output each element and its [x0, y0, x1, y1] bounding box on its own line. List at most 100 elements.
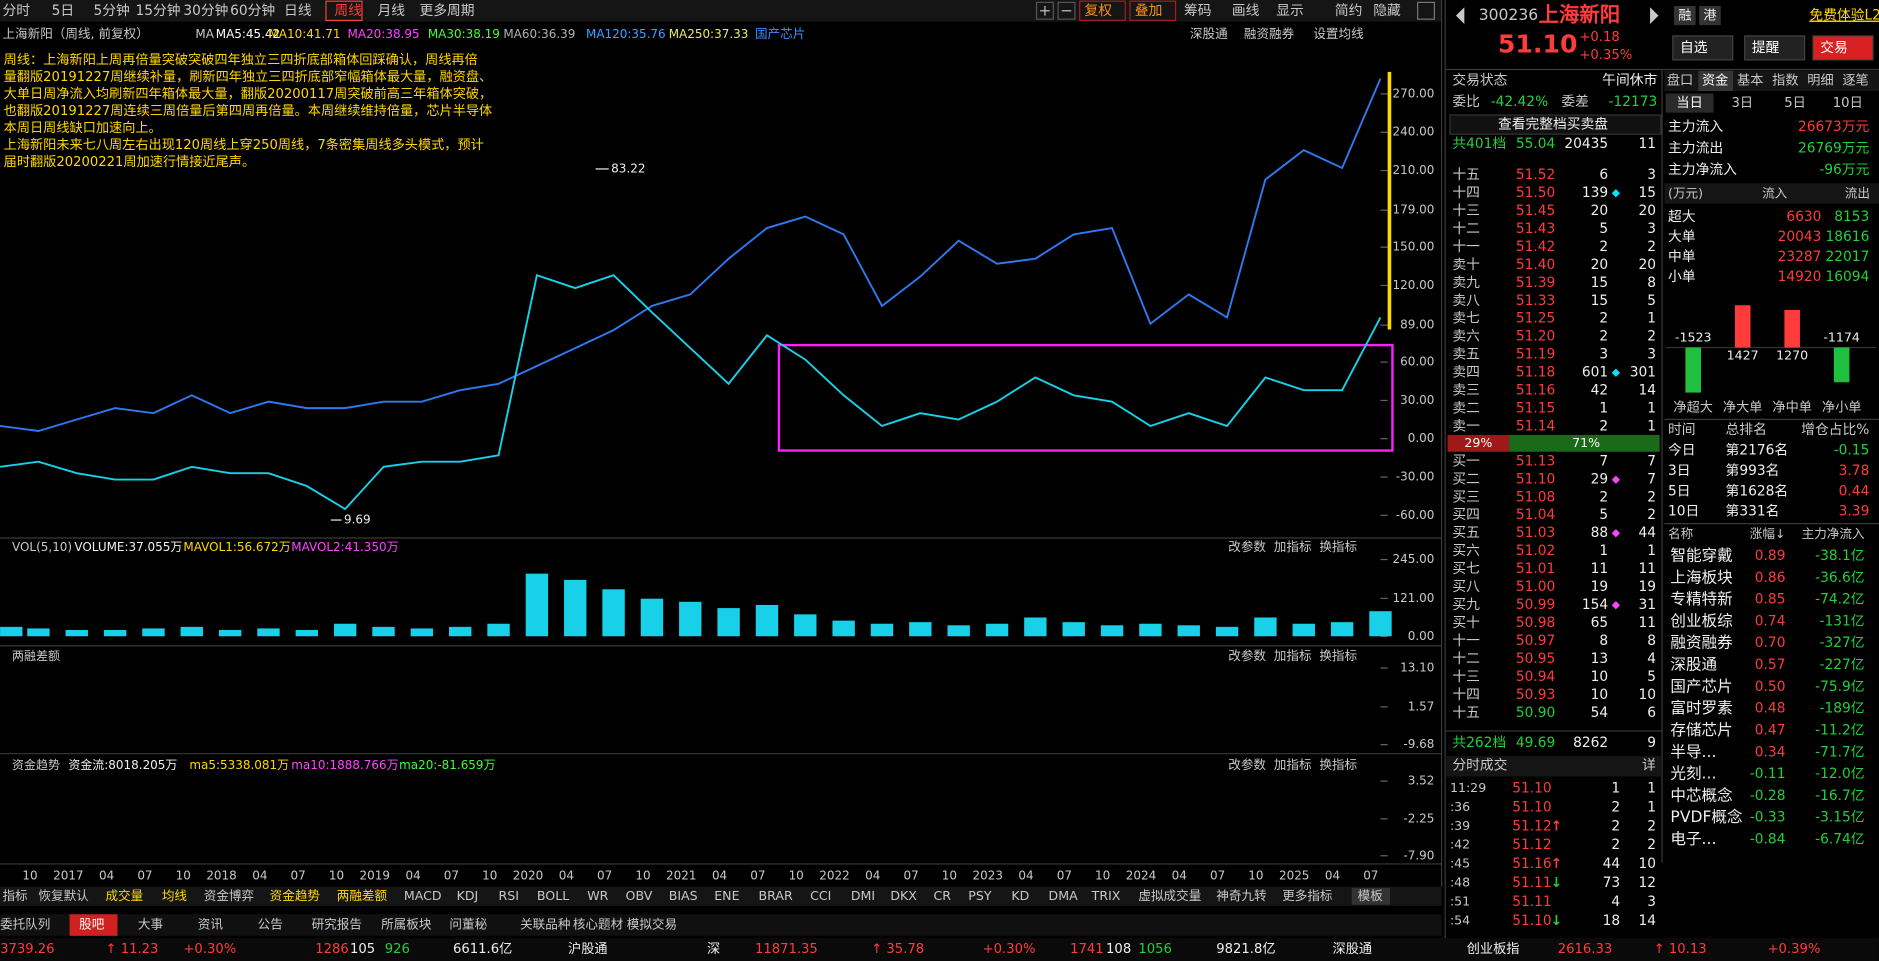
- indicator-tab[interactable]: CR: [934, 888, 952, 903]
- legend-link[interactable]: 融资融券: [1244, 26, 1295, 41]
- indicator-tab[interactable]: PSY: [968, 888, 992, 903]
- tool-button[interactable]: 简约: [1335, 2, 1363, 19]
- indicator-tab[interactable]: 神奇九转: [1216, 888, 1267, 903]
- flow-period[interactable]: 3日: [1732, 96, 1754, 111]
- action-button[interactable]: 提醒: [1752, 40, 1780, 56]
- info-tab[interactable]: 核心题材: [573, 917, 624, 932]
- tool-button[interactable]: 叠加: [1135, 3, 1163, 19]
- sector-name[interactable]: 融资融券: [1670, 634, 1733, 652]
- next-stock[interactable]: [1650, 7, 1659, 24]
- period-tab[interactable]: 5日: [52, 3, 75, 19]
- info-tab[interactable]: 问董秘: [449, 917, 487, 932]
- info-tab[interactable]: 公告: [258, 917, 283, 932]
- sector-name[interactable]: 国产芯片: [1670, 677, 1732, 695]
- indicator-tab[interactable]: ENE: [714, 888, 739, 903]
- indicator-tab[interactable]: 恢复默认: [38, 888, 89, 903]
- trades-detail[interactable]: 详: [1642, 758, 1656, 774]
- fund-tab[interactable]: 逐笔: [1842, 72, 1868, 88]
- sector-name[interactable]: 电子...: [1670, 830, 1716, 848]
- promo-link[interactable]: 免费体验L2行情: [1809, 8, 1879, 24]
- indicator-tab[interactable]: 指标: [2, 888, 28, 903]
- indicator-tab[interactable]: BRAR: [759, 888, 793, 903]
- info-tab[interactable]: 研究报告: [312, 917, 362, 932]
- fund-tab[interactable]: 指数: [1772, 72, 1798, 88]
- info-tab[interactable]: 模拟交易: [627, 917, 677, 932]
- period-tab[interactable]: 5分钟: [94, 2, 130, 19]
- indicator-tab[interactable]: OBV: [626, 888, 653, 903]
- sector-name[interactable]: 中芯概念: [1670, 785, 1732, 804]
- flow-period[interactable]: 当日: [1676, 95, 1702, 111]
- panel-button[interactable]: 换指标: [1319, 648, 1357, 663]
- panel-button[interactable]: 改参数: [1228, 648, 1266, 663]
- panel-button[interactable]: 换指标: [1319, 539, 1357, 554]
- indicator-tab[interactable]: MACD: [404, 888, 442, 903]
- sector-name[interactable]: 专精特新: [1670, 590, 1732, 608]
- indicator-tab[interactable]: 两融差额: [337, 888, 388, 903]
- sector-name[interactable]: 智能穿戴: [1670, 546, 1732, 564]
- indicator-tab[interactable]: WR: [587, 888, 608, 903]
- info-tab[interactable]: 股吧: [79, 917, 105, 932]
- info-tab[interactable]: 委托队列: [0, 917, 50, 932]
- panel-button[interactable]: 改参数: [1228, 539, 1266, 554]
- panel-button[interactable]: 加指标: [1274, 648, 1312, 663]
- panel-button[interactable]: 加指标: [1274, 539, 1312, 554]
- indicator-tab[interactable]: BOLL: [537, 888, 569, 903]
- legend-link[interactable]: 设置均线: [1313, 26, 1364, 41]
- indicator-tab[interactable]: 资金趋势: [270, 888, 321, 903]
- flow-period[interactable]: 10日: [1833, 96, 1863, 111]
- indicator-tab[interactable]: BIAS: [669, 888, 698, 903]
- indicator-tab[interactable]: 虚拟成交量: [1138, 888, 1201, 903]
- period-tab[interactable]: 60分钟: [230, 2, 275, 19]
- tool-button[interactable]: 复权: [1084, 2, 1112, 19]
- period-tab[interactable]: 15分钟: [135, 2, 180, 19]
- indicator-tab[interactable]: RSI: [499, 888, 519, 903]
- panel-button[interactable]: 改参数: [1228, 757, 1266, 772]
- fund-tab[interactable]: 基本: [1737, 72, 1763, 88]
- action-button[interactable]: 交易: [1820, 39, 1848, 56]
- legend-link[interactable]: 深股通: [1190, 26, 1228, 41]
- info-tab[interactable]: 所属板块: [381, 917, 432, 932]
- indicator-tab[interactable]: 模板: [1358, 888, 1384, 903]
- indicator-tab[interactable]: DMA: [1049, 888, 1079, 903]
- concept-link[interactable]: 国产芯片: [755, 26, 805, 41]
- flow-period[interactable]: 5日: [1784, 96, 1806, 111]
- indicator-tab[interactable]: KD: [1011, 888, 1029, 903]
- fund-tab[interactable]: 资金: [1702, 72, 1728, 88]
- indicator-tab[interactable]: DMI: [851, 888, 875, 903]
- sector-name[interactable]: 深股通: [1670, 656, 1717, 674]
- period-tab[interactable]: 分时: [2, 3, 30, 19]
- fund-tab[interactable]: 盘口: [1667, 71, 1693, 88]
- indicator-tab[interactable]: DKX: [890, 888, 917, 903]
- info-tab[interactable]: 大事: [138, 917, 163, 932]
- indicator-tab[interactable]: 成交量: [106, 888, 144, 903]
- sector-name[interactable]: 光刻...: [1670, 765, 1716, 783]
- indicator-tab[interactable]: TRIX: [1091, 888, 1121, 903]
- sector-name[interactable]: PVDF概念: [1670, 807, 1742, 826]
- period-tab[interactable]: 月线: [378, 3, 406, 19]
- info-tab[interactable]: 关联品种: [520, 917, 570, 932]
- tool-button[interactable]: 显示: [1276, 3, 1304, 19]
- sector-name[interactable]: 半导...: [1670, 743, 1716, 761]
- indicator-tab[interactable]: 均线: [162, 888, 188, 903]
- sector-name[interactable]: 富时罗素: [1670, 699, 1732, 717]
- tool-button[interactable]: 隐藏: [1373, 3, 1401, 19]
- indicator-tab[interactable]: KDJ: [457, 888, 479, 903]
- indicator-tab[interactable]: 资金博弈: [204, 888, 254, 903]
- period-tab[interactable]: 更多周期: [419, 2, 474, 19]
- info-tab[interactable]: 资讯: [198, 917, 224, 932]
- fund-tab[interactable]: 明细: [1807, 72, 1833, 88]
- sector-name[interactable]: 存储芯片: [1670, 721, 1732, 739]
- indicator-tab[interactable]: CCI: [810, 888, 831, 903]
- panel-button[interactable]: 换指标: [1319, 757, 1357, 772]
- indicator-tab[interactable]: 更多指标: [1282, 888, 1333, 903]
- prev-stock[interactable]: [1455, 7, 1465, 24]
- period-tab[interactable]: 周线: [334, 3, 362, 19]
- tool-button[interactable]: 筹码: [1184, 2, 1212, 19]
- sector-name[interactable]: 创业板综: [1670, 612, 1733, 630]
- period-tab[interactable]: 30分钟: [183, 2, 228, 19]
- tool-button[interactable]: 画线: [1232, 3, 1260, 19]
- action-button[interactable]: 自选: [1680, 40, 1708, 56]
- sector-name[interactable]: 上海板块: [1670, 568, 1733, 586]
- full-book-link[interactable]: 查看完整档买卖盘: [1498, 116, 1608, 133]
- period-tab[interactable]: 日线: [284, 3, 312, 19]
